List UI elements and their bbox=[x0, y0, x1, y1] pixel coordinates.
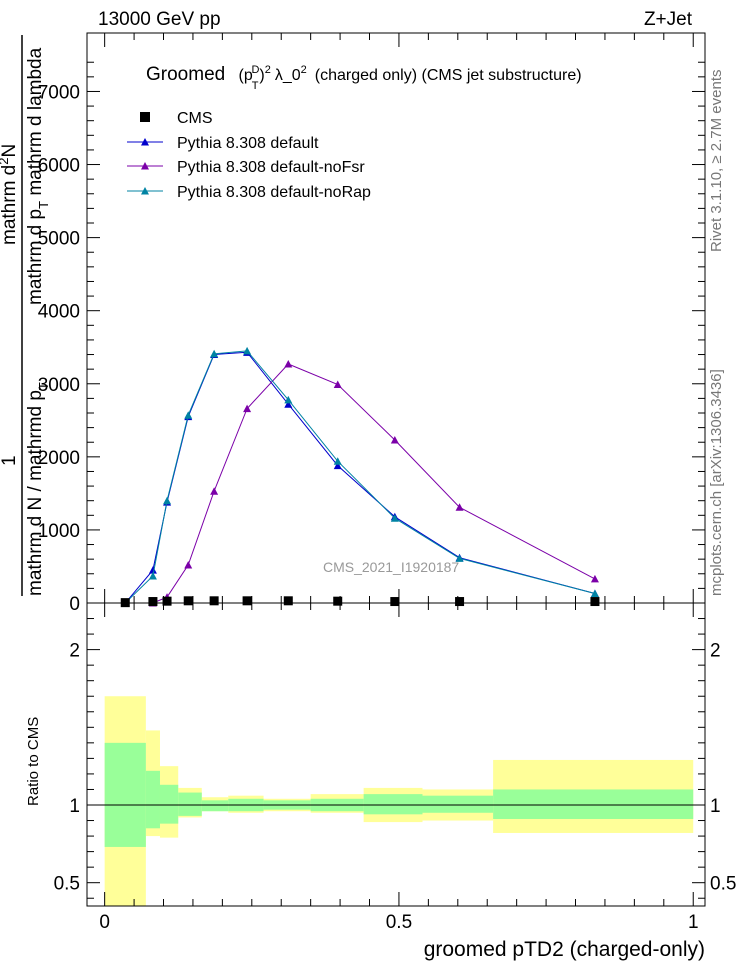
energy-label: 13000 GeV pp bbox=[98, 9, 221, 30]
y-label-one: 1 bbox=[0, 455, 20, 466]
legend-label-default: Pythia 8.308 default bbox=[177, 135, 319, 152]
ratio-panel: 0.5 0.5 1 1 2 2 0 0.5 1 bbox=[54, 602, 736, 933]
data-point-norap bbox=[163, 496, 172, 505]
y-label-top: mathrm d2N bbox=[0, 144, 20, 245]
main-panel: 0 1000 2000 3000 4000 5000 6000 7000 bbox=[38, 32, 706, 615]
legend-label-nofsr: Pythia 8.308 default-noFsr bbox=[177, 159, 365, 176]
main-y-axis-label: 1 mathrm d N / mathrmd pT mathrm d2N mat… bbox=[0, 35, 51, 596]
data-point-nofsr bbox=[590, 574, 599, 583]
data-point-default bbox=[148, 566, 157, 574]
ratio-y-tick-label: 0.5 bbox=[54, 874, 80, 895]
y-label-top2: mathrm d pT mathrm d lambda bbox=[25, 47, 51, 305]
legend-marker-nofsr bbox=[141, 162, 149, 170]
x-axis-label: groomed pTD2 (charged-only) bbox=[424, 938, 705, 961]
data-point-default bbox=[333, 461, 342, 470]
main-y-tick-label: 1000 bbox=[38, 521, 80, 542]
main-y-tick-label: 5000 bbox=[38, 229, 80, 250]
main-y-tick-label: 6000 bbox=[38, 156, 80, 177]
ratio-y-tick-label: 2 bbox=[69, 641, 80, 662]
data-point-nofsr bbox=[243, 404, 252, 413]
data-point-norap bbox=[390, 514, 399, 522]
stat-uncertainty-band bbox=[493, 789, 694, 819]
main-axes: 0 1000 2000 3000 4000 5000 6000 7000 bbox=[38, 33, 705, 615]
legend-marker-cms bbox=[140, 112, 150, 122]
legend-marker-norap bbox=[141, 187, 149, 195]
data-point-nofsr bbox=[184, 561, 193, 569]
data-point-norap bbox=[590, 589, 599, 597]
data-point-cms bbox=[590, 597, 600, 607]
data-point-cms bbox=[162, 596, 172, 606]
data-point-cms bbox=[333, 596, 343, 606]
legend: CMS Pythia 8.308 default Pythia 8.308 defa… bbox=[127, 110, 371, 201]
ratio-y-label: Ratio to CMS bbox=[25, 717, 42, 806]
x-tick-label: 1 bbox=[688, 912, 699, 933]
analysis-watermark: CMS_2021_I1920187 bbox=[323, 559, 459, 575]
source-label: mcplots.cern.ch [arXiv:1306.3436] bbox=[708, 369, 725, 596]
chart-title: Groomed (pTD)2 λ_02 (charged only) (CMS je… bbox=[146, 64, 582, 92]
main-y-tick-label: 4000 bbox=[38, 302, 80, 323]
data-point-nofsr bbox=[390, 436, 399, 444]
data-point-norap bbox=[210, 349, 219, 358]
data-point-norap bbox=[148, 571, 157, 580]
ratio-y-tick-label-right: 0.5 bbox=[710, 874, 736, 895]
data-point-norap bbox=[184, 411, 193, 419]
legend-label-cms: CMS bbox=[177, 110, 213, 127]
y-label-bottom: mathrm d N / mathrmd pT bbox=[25, 382, 51, 596]
ratio-y-tick-label-right: 2 bbox=[710, 641, 721, 662]
rivet-label: Rivet 3.1.10, ≥ 2.7M events bbox=[708, 70, 725, 253]
data-point-cms bbox=[209, 596, 219, 606]
data-point-nofsr bbox=[210, 487, 219, 495]
x-tick-label: 0 bbox=[99, 912, 110, 933]
data-point-cms bbox=[455, 597, 465, 607]
x-tick-label: 0.5 bbox=[386, 912, 412, 933]
data-point-norap bbox=[333, 457, 342, 465]
stat-uncertainty-band bbox=[159, 784, 179, 824]
data-point-nofsr bbox=[455, 503, 464, 511]
ratio-y-tick-label: 1 bbox=[69, 796, 80, 817]
ratio-axes: 0.5 0.5 1 1 2 2 0 0.5 1 bbox=[54, 603, 736, 933]
ratio-plot-layer bbox=[87, 696, 705, 906]
data-point-cms bbox=[283, 596, 293, 606]
data-point-cms bbox=[390, 597, 400, 607]
stat-uncertainty-band bbox=[178, 792, 202, 816]
data-point-norap bbox=[284, 395, 293, 404]
main-y-tick-label: 2000 bbox=[38, 448, 80, 469]
main-y-tick-label: 7000 bbox=[38, 82, 80, 103]
data-point-cms bbox=[242, 596, 252, 606]
data-point-norap bbox=[455, 554, 464, 562]
data-point-norap bbox=[243, 346, 252, 355]
process-label: Z+Jet bbox=[644, 9, 693, 30]
ratio-plot-frame bbox=[86, 602, 706, 907]
main-y-tick-label: 0 bbox=[69, 594, 80, 615]
data-point-default bbox=[284, 400, 293, 408]
stat-uncertainty-band bbox=[201, 800, 229, 812]
data-point-cms bbox=[183, 596, 193, 606]
stat-uncertainty-band bbox=[363, 794, 423, 815]
stat-uncertainty-band bbox=[104, 742, 146, 847]
ratio-y-tick-label-right: 1 bbox=[710, 796, 721, 817]
data-point-nofsr bbox=[333, 380, 342, 388]
data-point-cms bbox=[148, 597, 158, 607]
stat-uncertainty-band bbox=[422, 795, 494, 813]
legend-marker-default bbox=[141, 138, 149, 146]
legend-label-norap: Pythia 8.308 default-noRap bbox=[177, 184, 371, 201]
main-y-tick-label: 3000 bbox=[38, 375, 80, 396]
stat-uncertainty-band bbox=[145, 770, 160, 829]
data-point-nofsr bbox=[284, 360, 293, 368]
